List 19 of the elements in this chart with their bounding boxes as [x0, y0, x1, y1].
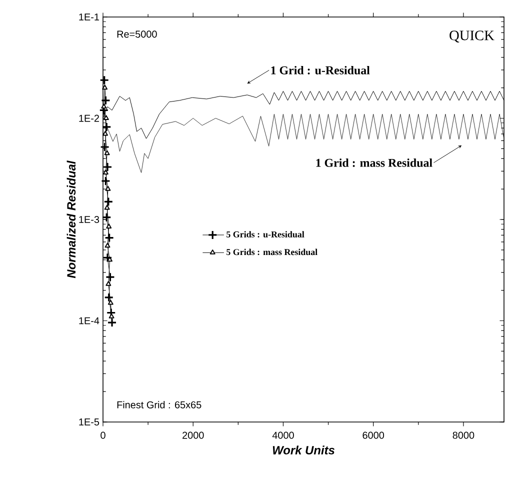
x-tick-label: 2000: [182, 432, 204, 439]
legend-label: 5 Grids : u-Residual: [226, 231, 304, 238]
legend-label: 5 Grids : mass Residual: [226, 248, 318, 256]
x-tick-label: 6000: [362, 432, 384, 439]
y-tick-label: 1E-1: [79, 14, 99, 20]
y-tick-label: 1E-2: [79, 114, 99, 122]
x-tick-label: 8000: [452, 432, 474, 439]
annotation: Finest Grid : 65x65: [117, 401, 202, 408]
annotation: 1 Grid : u-Residual: [271, 66, 370, 74]
y-axis-title: Normalized Residual: [66, 160, 76, 278]
y-tick-label: 1E-4: [79, 317, 100, 324]
y-tick-label: 1E-3: [79, 216, 100, 224]
x-axis-title: Work Units: [272, 446, 335, 454]
y-tick-label: 1E-5: [79, 418, 100, 426]
annotation: 1 Grid : mass Residual: [316, 158, 432, 167]
annotation: Re=5000: [117, 30, 157, 38]
x-tick-label: 4000: [272, 432, 294, 439]
x-tick-label: 0: [100, 432, 106, 439]
annotation: QUICK: [450, 30, 494, 42]
